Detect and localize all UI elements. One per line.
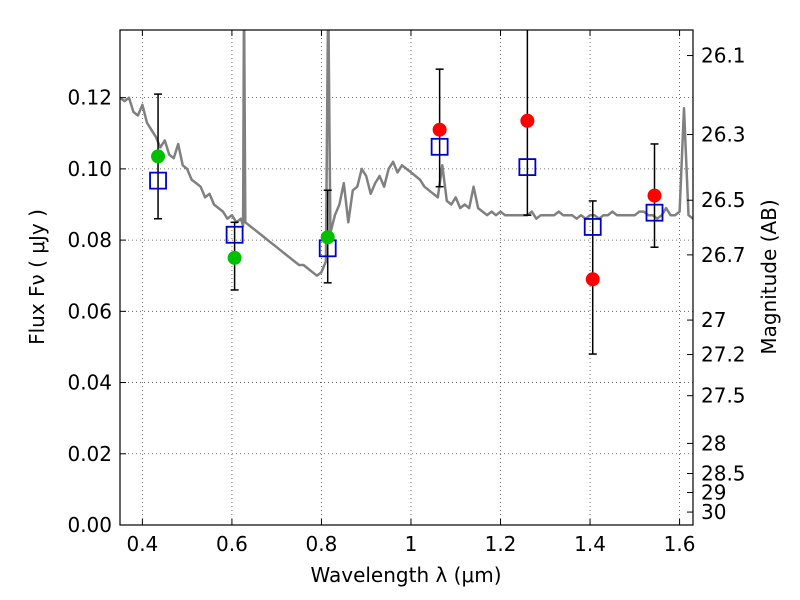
model-square [518, 158, 537, 177]
right-tick-label: 27.2 [701, 343, 746, 367]
observed-point [320, 230, 335, 245]
tick-layer: 0.4 0.6 0.8 1 1.2 1.4 1.6 0.00 0.02 0.04 0.06 0.08 0… [67, 30, 746, 556]
x-tick-label: 1 [405, 532, 418, 556]
observed-point [227, 250, 242, 265]
plot-area [120, 30, 693, 355]
y-tick-label: 0.06 [67, 299, 112, 323]
y-tick-label: 0.08 [67, 228, 112, 252]
right-tick-label: 29 [701, 481, 726, 505]
observed-point [585, 272, 600, 287]
model-square [430, 137, 449, 156]
x-tick-label: 0.4 [126, 532, 158, 556]
right-tick-label: 26.1 [701, 44, 746, 68]
model-square [645, 203, 664, 222]
model-square [583, 218, 602, 236]
y-tick-label: 0.02 [67, 442, 112, 466]
model-square [225, 225, 244, 244]
y-axis-label: Flux Fν ( μJy ) [25, 209, 49, 345]
x-tick-label: 1.4 [574, 532, 606, 556]
model-square [149, 171, 167, 190]
y-tick-label: 0.12 [67, 86, 112, 110]
right-tick-label: 27.5 [701, 384, 746, 408]
observed-point [432, 122, 447, 137]
x-tick-label: 1.2 [485, 532, 517, 556]
observed-point [520, 113, 535, 128]
y-tick-label: 0.00 [67, 513, 112, 537]
grid-layer [120, 30, 693, 526]
right-tick-label: 26.7 [701, 243, 746, 267]
observed-point [151, 149, 166, 164]
y-tick-label: 0.04 [67, 371, 112, 395]
right-tick-label: 26.5 [701, 188, 746, 212]
x-tick-label: 1.6 [664, 532, 696, 556]
x-tick-label: 0.6 [216, 532, 248, 556]
right-tick-label: 28 [701, 431, 726, 455]
observed-point [647, 188, 662, 203]
right-tick-label: 27 [701, 308, 726, 332]
x-axis-label: Wavelength λ (μm) [310, 563, 501, 587]
y-tick-label: 0.10 [67, 157, 112, 181]
x-tick-label: 0.8 [306, 532, 338, 556]
marker-layer [149, 30, 664, 355]
right-tick-label: 30 [701, 500, 726, 524]
plot-frame [119, 29, 694, 526]
spectrum-layer [120, 30, 693, 277]
right-tick-label: 28.5 [701, 462, 746, 486]
right-tick-label: 26.3 [701, 123, 746, 147]
spectrum-line [120, 30, 693, 277]
right-axis-label: Magnitude (AB) [757, 199, 781, 354]
